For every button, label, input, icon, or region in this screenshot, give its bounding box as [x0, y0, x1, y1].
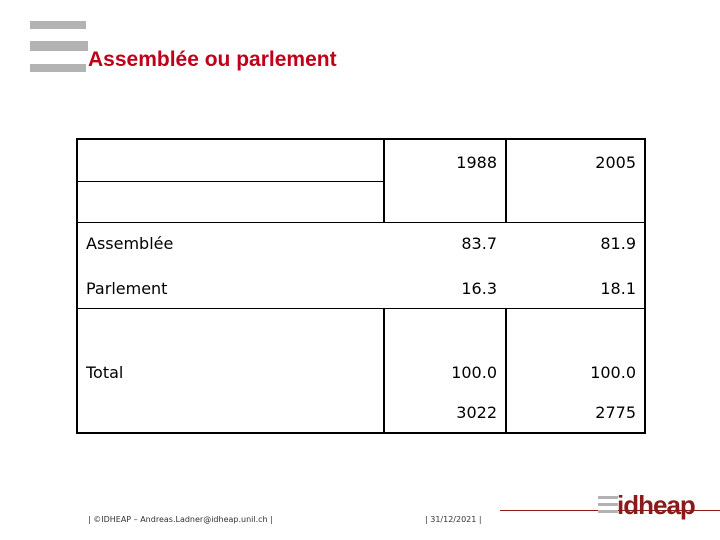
column-rule — [505, 308, 507, 434]
footer-credit: | ©IDHEAP – Andreas.Ladner@idheap.unil.c… — [88, 515, 273, 524]
deco-bar — [30, 41, 88, 51]
table-border — [76, 138, 78, 434]
deco-bar — [30, 21, 86, 29]
row-label: Total — [86, 363, 124, 382]
slide-title: Assemblée ou parlement — [88, 48, 337, 71]
table-rule — [76, 308, 646, 309]
cell-value: 16.3 — [461, 279, 497, 298]
column-rule — [505, 138, 507, 223]
logo-bar — [598, 496, 618, 499]
cell-value: 100.0 — [451, 363, 497, 382]
row-label: Assemblée — [86, 234, 174, 253]
logo-bar — [598, 503, 618, 506]
column-header: 1988 — [456, 153, 497, 172]
cell-value: 3022 — [456, 403, 497, 422]
cell-value: 83.7 — [461, 234, 497, 253]
table-border — [76, 432, 646, 434]
column-rule — [383, 308, 385, 434]
column-rule — [383, 138, 385, 223]
column-header: 2005 — [595, 153, 636, 172]
table-border — [644, 138, 646, 434]
table-rule — [76, 181, 384, 182]
row-label: Parlement — [86, 279, 168, 298]
logo: idheap — [617, 490, 696, 520]
logo-bar — [598, 510, 618, 513]
table-rule — [76, 222, 646, 223]
cell-value: 81.9 — [600, 234, 636, 253]
table-border — [76, 138, 646, 140]
footer-date: | 31/12/2021 | — [425, 515, 482, 524]
deco-bar — [30, 64, 86, 72]
cell-value: 18.1 — [600, 279, 636, 298]
cell-value: 100.0 — [590, 363, 636, 382]
cell-value: 2775 — [595, 403, 636, 422]
